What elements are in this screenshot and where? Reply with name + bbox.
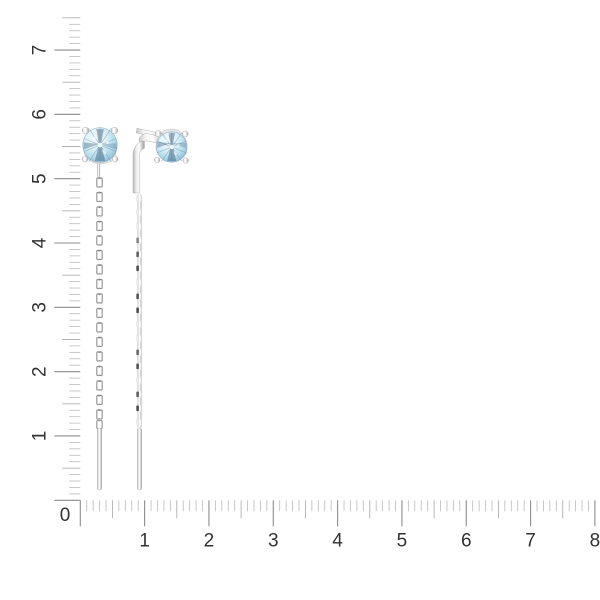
- svg-text:3: 3: [29, 302, 50, 313]
- svg-text:6: 6: [29, 109, 50, 120]
- svg-text:7: 7: [525, 530, 536, 551]
- svg-text:0: 0: [60, 505, 71, 526]
- svg-text:2: 2: [204, 530, 215, 551]
- svg-text:8: 8: [590, 530, 600, 551]
- svg-text:4: 4: [29, 237, 50, 248]
- svg-text:2: 2: [29, 366, 50, 377]
- svg-text:1: 1: [139, 530, 150, 551]
- svg-text:1: 1: [29, 431, 50, 442]
- svg-text:4: 4: [332, 530, 343, 551]
- svg-text:5: 5: [29, 173, 50, 184]
- svg-text:7: 7: [29, 45, 50, 56]
- svg-text:6: 6: [461, 530, 472, 551]
- svg-text:5: 5: [397, 530, 408, 551]
- svg-text:3: 3: [268, 530, 279, 551]
